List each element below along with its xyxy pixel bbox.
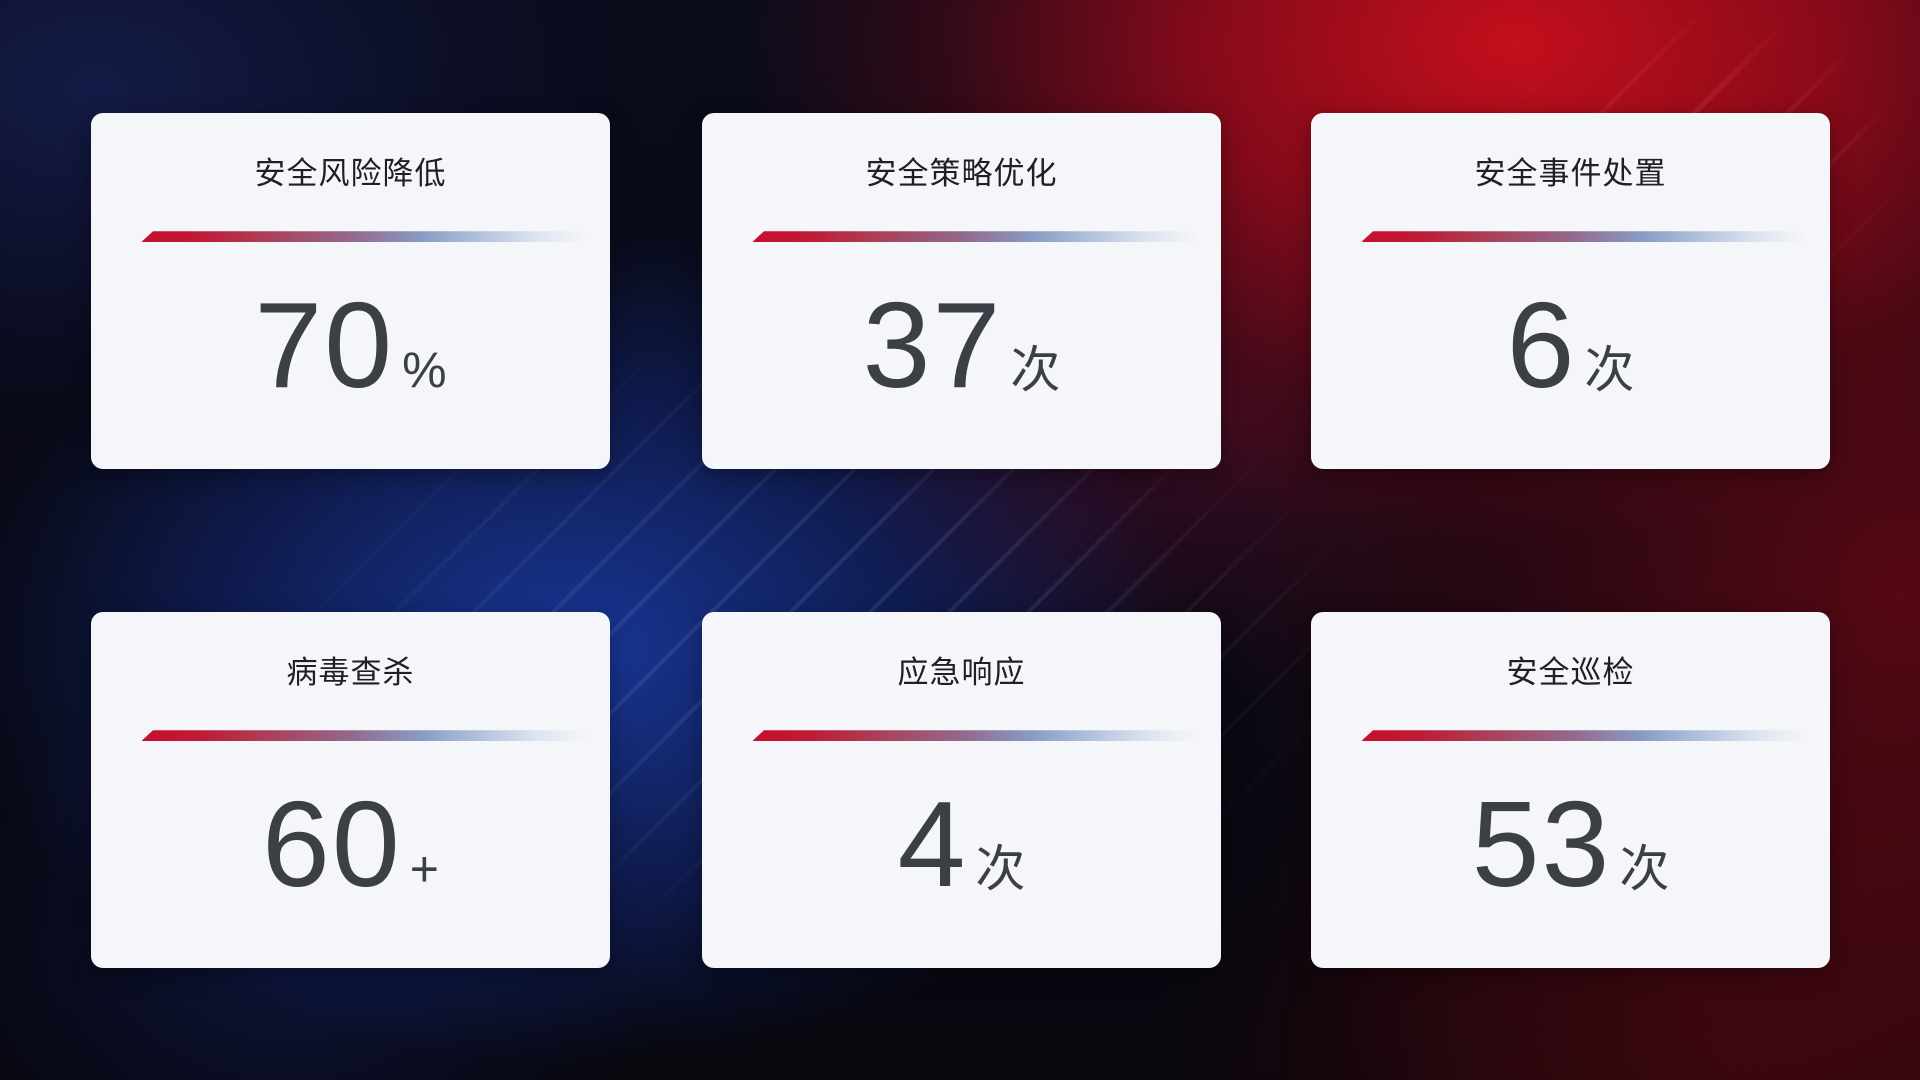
stat-card-risk-reduction: 安全风险降低 70 % bbox=[91, 113, 610, 469]
stat-card-incident-handling: 安全事件处置 6 次 bbox=[1311, 113, 1830, 469]
stat-card-emergency-response: 应急响应 4 次 bbox=[702, 612, 1221, 968]
gradient-divider bbox=[752, 730, 1207, 742]
gradient-divider bbox=[1361, 231, 1816, 243]
gradient-divider bbox=[141, 730, 596, 742]
stat-value-row: 37 次 bbox=[702, 284, 1221, 406]
stat-card-title: 安全风险降低 bbox=[254, 156, 447, 191]
stat-unit: % bbox=[402, 342, 447, 399]
stat-value-row: 60 + bbox=[91, 783, 610, 905]
stat-value: 53 bbox=[1471, 776, 1612, 913]
gradient-divider bbox=[1361, 730, 1816, 742]
stat-value-row: 53 次 bbox=[1311, 783, 1830, 905]
stat-card-title: 安全策略优化 bbox=[865, 156, 1058, 191]
stat-value: 60 bbox=[262, 776, 402, 913]
stat-unit: 次 bbox=[1619, 841, 1670, 898]
stat-value-row: 4 次 bbox=[702, 783, 1221, 905]
stat-card-title: 安全巡检 bbox=[1506, 655, 1635, 690]
stat-value: 70 bbox=[254, 277, 395, 414]
stat-unit: + bbox=[409, 841, 439, 898]
stat-value: 6 bbox=[1506, 277, 1577, 414]
stat-card-title: 病毒查杀 bbox=[286, 655, 415, 690]
stat-card-title: 安全事件处置 bbox=[1474, 156, 1667, 191]
stat-card-title: 应急响应 bbox=[897, 655, 1026, 690]
stat-unit: 次 bbox=[975, 841, 1026, 898]
stat-value: 4 bbox=[897, 776, 968, 913]
stat-unit: 次 bbox=[1010, 342, 1061, 399]
stat-value-row: 70 % bbox=[91, 284, 610, 406]
stat-unit: 次 bbox=[1584, 342, 1635, 399]
gradient-divider bbox=[141, 231, 596, 243]
stat-value-row: 6 次 bbox=[1311, 284, 1830, 406]
stat-card-policy-optimization: 安全策略优化 37 次 bbox=[702, 113, 1221, 469]
stat-card-security-inspection: 安全巡检 53 次 bbox=[1311, 612, 1830, 968]
gradient-divider bbox=[752, 231, 1207, 243]
stat-card-virus-scan: 病毒查杀 60 + bbox=[91, 612, 610, 968]
stat-value: 37 bbox=[862, 277, 1003, 414]
